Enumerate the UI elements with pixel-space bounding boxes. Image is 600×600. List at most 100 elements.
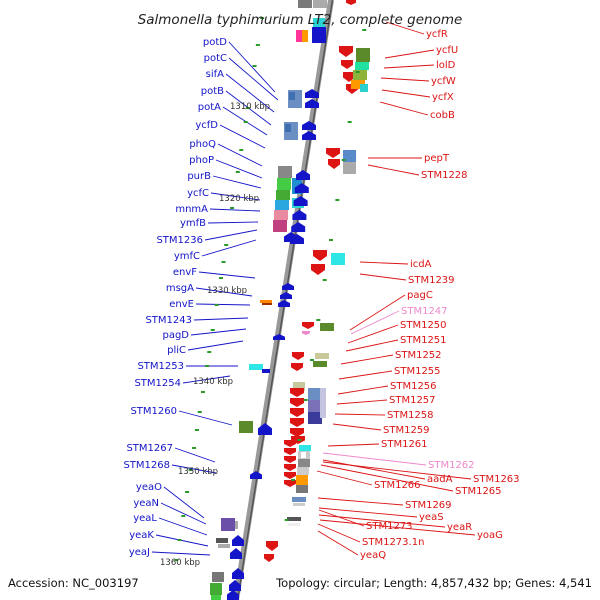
gene-block[interactable] (277, 178, 291, 190)
gene-block[interactable] (315, 353, 329, 359)
gene-block[interactable] (331, 253, 345, 265)
forward-gene-arrow[interactable] (302, 121, 316, 130)
gene-label-stm1261[interactable]: STM1261 (381, 439, 428, 450)
gene-label-icda[interactable]: icdA (410, 259, 432, 270)
gene-label-ycfr[interactable]: ycfR (426, 29, 448, 40)
gene-block[interactable] (289, 92, 295, 100)
gene-label-pept[interactable]: pepT (424, 153, 450, 164)
gene-block[interactable] (292, 497, 306, 502)
gene-label-stm1268[interactable]: STM1268 (123, 460, 170, 471)
gene-label-stm1236[interactable]: STM1236 (156, 235, 203, 246)
reverse-gene-arrow[interactable] (302, 331, 310, 335)
reverse-gene-arrow[interactable] (284, 472, 296, 479)
forward-gene-arrow[interactable] (305, 99, 319, 108)
gene-label-stm1262[interactable]: STM1262 (428, 460, 475, 471)
forward-gene-arrow[interactable] (294, 183, 309, 193)
gene-block[interactable] (287, 517, 301, 521)
gene-label-stm1254[interactable]: STM1254 (134, 378, 181, 389)
gene-label-cobb[interactable]: cobB (430, 110, 455, 121)
gene-block[interactable] (355, 62, 369, 70)
forward-gene-arrow[interactable] (280, 292, 292, 299)
gene-block[interactable] (293, 503, 305, 506)
reverse-gene-arrow[interactable] (292, 352, 304, 360)
gene-label-stm1239[interactable]: STM1239 (408, 275, 455, 286)
gene-label-stm1247[interactable]: STM1247 (401, 306, 448, 317)
gene-label-pagd[interactable]: pagD (162, 330, 189, 341)
gene-label-ycfd[interactable]: ycfD (195, 120, 218, 131)
gene-block[interactable] (302, 30, 308, 42)
gene-block[interactable] (313, 361, 327, 367)
gene-label-yeas[interactable]: yeaS (419, 512, 444, 523)
gene-block[interactable] (288, 523, 300, 526)
gene-label-stm1251[interactable]: STM1251 (400, 335, 447, 346)
gene-label-stm1259[interactable]: STM1259 (383, 425, 430, 436)
gene-label-phop[interactable]: phoP (189, 155, 214, 166)
gene-label-potb[interactable]: potB (201, 86, 224, 97)
gene-block[interactable] (360, 84, 368, 92)
gene-block[interactable] (292, 178, 302, 194)
gene-block[interactable] (296, 30, 302, 42)
reverse-gene-arrow[interactable] (302, 322, 314, 329)
gene-label-ymfc[interactable]: ymfC (174, 251, 200, 262)
gene-block[interactable] (320, 323, 334, 331)
gene-block[interactable] (239, 421, 253, 433)
gene-label-yean[interactable]: yeaN (133, 498, 159, 509)
gene-label-stm1260[interactable]: STM1260 (130, 406, 177, 417)
gene-label-stm1255[interactable]: STM1255 (394, 366, 441, 377)
gene-label-stm1250[interactable]: STM1250 (400, 320, 447, 331)
gene-block[interactable] (298, 459, 310, 467)
reverse-gene-arrow[interactable] (339, 46, 353, 57)
gene-block[interactable] (293, 382, 305, 391)
forward-gene-arrow[interactable] (258, 423, 272, 435)
gene-label-pota[interactable]: potA (198, 102, 221, 113)
gene-label-mnma[interactable]: mnmA (175, 204, 208, 215)
gene-label-stm1266[interactable]: STM1266 (374, 480, 421, 491)
gene-label-stm1257[interactable]: STM1257 (389, 395, 436, 406)
gene-block[interactable] (356, 48, 370, 62)
reverse-gene-arrow[interactable] (290, 428, 304, 437)
gene-block[interactable] (276, 190, 290, 200)
gene-block[interactable] (218, 544, 230, 548)
reverse-gene-arrow[interactable] (290, 418, 304, 427)
reverse-gene-arrow[interactable] (290, 398, 304, 407)
gene-label-yeak[interactable]: yeaK (129, 530, 154, 541)
reverse-gene-arrow[interactable] (284, 456, 296, 463)
forward-gene-arrow[interactable] (305, 89, 319, 98)
reverse-gene-arrow[interactable] (284, 448, 296, 455)
gene-label-sifa[interactable]: sifA (206, 69, 225, 80)
gene-label-pagc[interactable]: pagC (407, 290, 433, 301)
gene-block[interactable] (262, 369, 270, 373)
gene-block[interactable] (216, 538, 228, 543)
forward-gene-arrow[interactable] (227, 590, 239, 600)
gene-label-ymfb[interactable]: ymfB (180, 218, 206, 229)
forward-gene-arrow[interactable] (296, 170, 310, 180)
gene-label-phoq[interactable]: phoQ (189, 139, 216, 150)
forward-gene-arrow[interactable] (284, 232, 298, 242)
forward-gene-arrow[interactable] (282, 283, 294, 290)
gene-label-stm1269[interactable]: STM1269 (405, 500, 452, 511)
gene-block[interactable] (297, 467, 309, 475)
forward-gene-arrow[interactable] (230, 548, 242, 559)
gene-label-stm1273.1n[interactable]: STM1273.1n (362, 537, 424, 548)
gene-block[interactable] (312, 27, 326, 43)
gene-block[interactable] (285, 124, 291, 132)
gene-block[interactable] (235, 521, 238, 529)
reverse-gene-arrow[interactable] (313, 250, 327, 261)
forward-gene-arrow[interactable] (250, 471, 262, 479)
gene-label-enve[interactable]: envE (169, 299, 194, 310)
gene-label-yeaj[interactable]: yeaJ (129, 547, 150, 558)
gene-block[interactable] (221, 518, 235, 531)
reverse-gene-arrow[interactable] (311, 264, 325, 275)
gene-label-msga[interactable]: msgA (166, 283, 194, 294)
reverse-gene-arrow[interactable] (266, 541, 278, 551)
reverse-gene-arrow[interactable] (328, 159, 340, 169)
reverse-gene-arrow[interactable] (284, 464, 296, 471)
gene-label-envf[interactable]: envF (173, 267, 197, 278)
gene-block[interactable] (298, 0, 312, 8)
gene-label-yoag[interactable]: yoaG (477, 530, 503, 541)
reverse-gene-arrow[interactable] (284, 440, 296, 447)
gene-label-yeao[interactable]: yeaO (136, 482, 162, 493)
forward-gene-arrow[interactable] (273, 334, 285, 340)
gene-label-year[interactable]: yeaR (447, 522, 472, 533)
gene-label-stm1265[interactable]: STM1265 (455, 486, 502, 497)
